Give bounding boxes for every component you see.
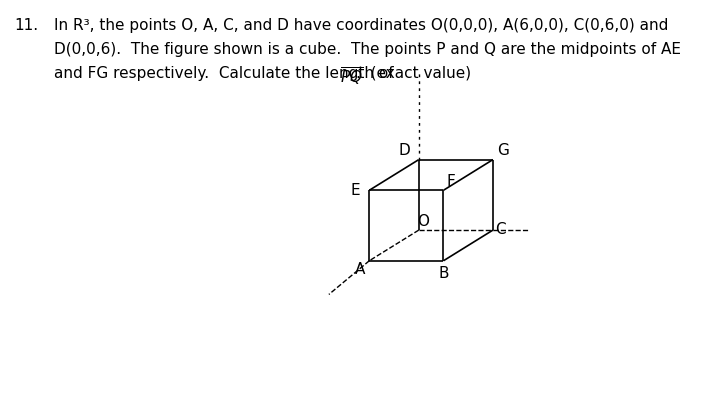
Text: B: B [438,265,449,281]
Text: O: O [417,214,429,228]
Text: In R³, the points O, A, C, and D have coordinates O(0,0,0), A(6,0,0), C(0,6,0) a: In R³, the points O, A, C, and D have co… [54,18,668,33]
Text: D(0,0,6).  The figure shown is a cube.  The points P and Q are the midpoints of : D(0,0,6). The figure shown is a cube. Th… [54,42,682,57]
Text: and FG respectively.  Calculate the length of: and FG respectively. Calculate the lengt… [54,66,399,81]
Text: D: D [398,143,410,158]
Text: 11.: 11. [14,18,38,33]
Text: A: A [355,262,365,277]
Text: .  (exact value): . (exact value) [356,66,471,81]
Text: C: C [496,222,506,237]
Text: E: E [351,183,360,198]
Text: G: G [497,143,509,158]
Text: $\overline{PQ}$: $\overline{PQ}$ [339,66,362,88]
Text: F: F [446,174,455,189]
